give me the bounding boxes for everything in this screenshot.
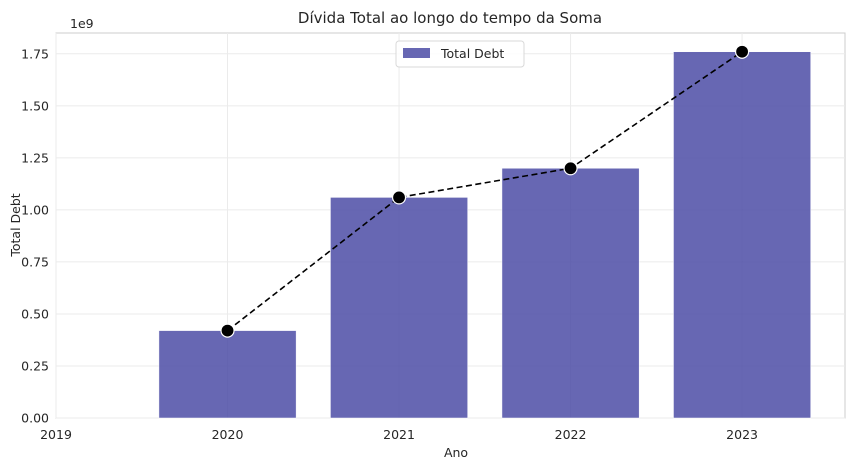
- y-tick-label: 1.75: [21, 46, 49, 61]
- point-2021: [391, 190, 407, 205]
- markers: [220, 44, 750, 338]
- y-offset-label: 1e9: [70, 16, 94, 31]
- point-2020: [220, 323, 235, 338]
- x-tick-label: 2019: [40, 427, 72, 442]
- x-tick-label: 2020: [212, 427, 244, 442]
- trend-line: [227, 51, 743, 332]
- y-axis-label: Total Debt: [8, 193, 23, 257]
- line-series: [227, 51, 743, 332]
- chart-title: Dívida Total ao longo do tempo da Soma: [298, 9, 602, 27]
- x-tick-label: 2022: [555, 427, 587, 442]
- point-2022: [563, 161, 578, 176]
- y-tick-label: 0.50: [21, 306, 49, 321]
- y-tick-label: 0.25: [21, 358, 49, 373]
- y-tick-label: 1.00: [21, 202, 49, 217]
- legend: Total Debt: [395, 40, 525, 68]
- legend-box: [395, 40, 525, 68]
- legend-label: Total Debt: [440, 46, 504, 61]
- y-ticks: 0.00 0.25 0.50 0.75 1.00 1.25 1.50 1.75: [21, 46, 49, 425]
- y-tick-label: 1.50: [21, 98, 49, 113]
- bar-2021: [330, 197, 468, 419]
- legend-swatch: [403, 48, 430, 58]
- x-axis-label: Ano: [444, 445, 468, 460]
- point-2023: [734, 44, 750, 59]
- bar-2022: [501, 168, 640, 419]
- bar-2023: [673, 51, 811, 419]
- bars: [158, 51, 811, 419]
- x-tick-label: 2021: [383, 427, 415, 442]
- x-ticks: 2019 2020 2021 2022 2023: [40, 427, 758, 442]
- x-tick-label: 2023: [726, 427, 758, 442]
- y-tick-label: 1.25: [21, 150, 49, 165]
- bar-2020: [158, 330, 297, 419]
- y-tick-label: 0.75: [21, 254, 49, 269]
- y-tick-label: 0.00: [21, 411, 49, 426]
